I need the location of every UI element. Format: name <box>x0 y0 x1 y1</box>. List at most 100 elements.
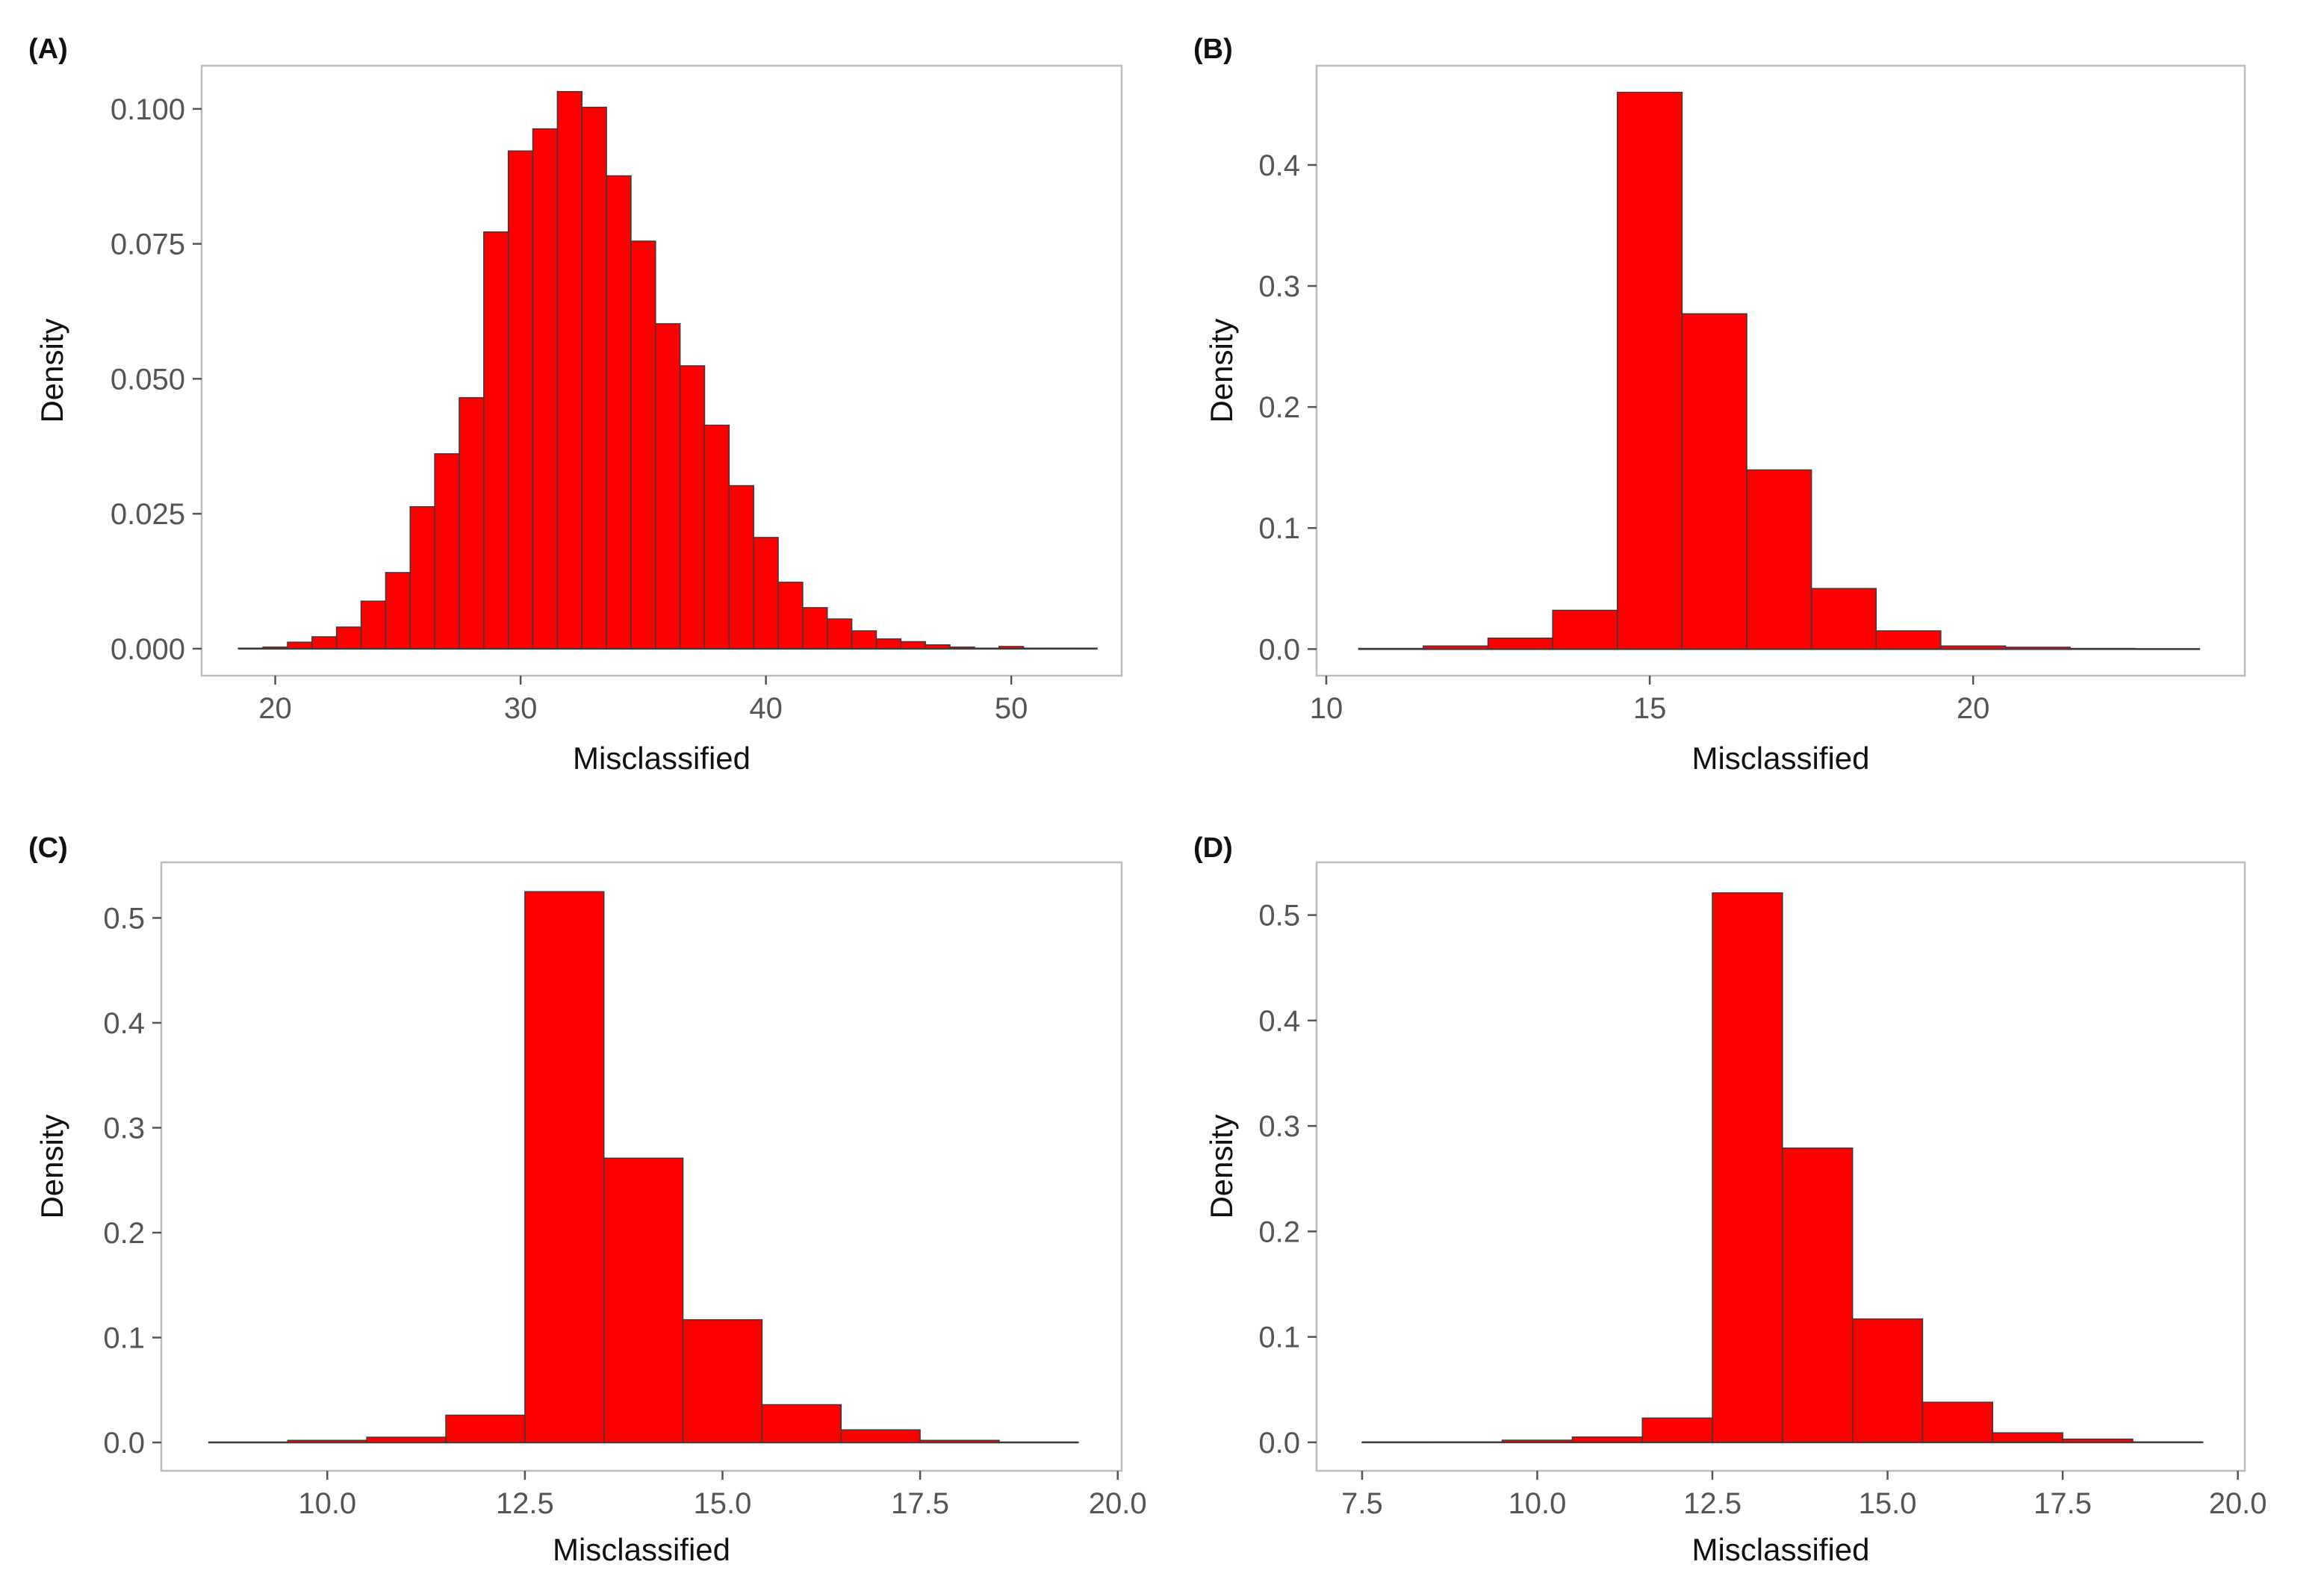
panel-b-bar <box>1617 91 1683 650</box>
panel-a-bar <box>434 453 460 650</box>
panel-d-y-tick-label: 0.5 <box>1258 900 1300 933</box>
panel-c-x-axis-title: Misclassified <box>553 1532 730 1567</box>
panel-d-bar <box>1921 1401 1994 1443</box>
panel-b-y-tick-label: 0.1 <box>1258 512 1300 545</box>
panel-c-y-tick-label: 0.1 <box>103 1322 145 1355</box>
panel-a-y-tick-label: 0.100 <box>111 93 185 126</box>
panel-d-y-tick-label: 0.2 <box>1258 1215 1300 1248</box>
panel-a-bar <box>925 644 951 650</box>
panel-c-bar <box>524 891 605 1443</box>
panel-a-bar <box>802 607 828 650</box>
panel-a-y-tick-label: 0.000 <box>111 633 185 666</box>
panel-c-bar <box>998 1441 1079 1443</box>
panel-b-plot-frame <box>1315 64 2246 677</box>
panel-c-x-tick-label: 12.5 <box>496 1487 554 1520</box>
panel-c-y-tick-label: 0.0 <box>103 1427 145 1460</box>
panel-a-bar <box>753 537 779 650</box>
panel-d-bar <box>1571 1436 1643 1443</box>
panel-d-bar <box>1782 1148 1854 1443</box>
panel-a-y-tick-label: 0.050 <box>111 363 185 396</box>
panel-d-y-tick-label: 0.3 <box>1258 1110 1300 1143</box>
panel-a-bar <box>827 618 853 650</box>
panel-a-bar <box>998 646 1025 650</box>
panel-c-x-tick-label: 10.0 <box>298 1487 356 1520</box>
panel-d-y-axis-title: Density <box>1204 1114 1239 1218</box>
panel-a-y-tick-label: 0.025 <box>111 498 185 531</box>
panel-d-bar <box>1851 1318 1924 1443</box>
panel-a-bar <box>409 505 435 650</box>
panel-b-y-tick-label: 0.4 <box>1258 149 1300 182</box>
panel-d-bar <box>1501 1439 1573 1443</box>
panel-b-bar <box>1423 645 1489 650</box>
panel-a-bar <box>581 106 607 650</box>
panel-a-x-axis-title: Misclassified <box>573 741 751 776</box>
panel-b-bar <box>2004 647 2071 650</box>
panel-a-bar <box>335 626 362 650</box>
panel-b-label: (B) <box>1193 34 1233 65</box>
panel-a-bar <box>1047 647 1074 650</box>
panel-a-plot-frame <box>200 64 1123 677</box>
panel-b-bar <box>1940 645 2007 650</box>
panel-a-bar <box>606 175 632 650</box>
panel-d-bar <box>2062 1438 2134 1443</box>
panel-c-y-axis-title: Density <box>34 1114 69 1218</box>
panel-c-bar <box>840 1429 921 1443</box>
panel-a-bar <box>777 582 804 650</box>
panel-a-bar <box>459 396 485 650</box>
panel-d-x-tick-label: 7.5 <box>1341 1487 1383 1520</box>
panel-b-bar <box>1358 647 1424 650</box>
panel-c-bar <box>445 1414 526 1443</box>
panel-a-x-tick-label: 50 <box>995 692 1028 725</box>
panel-b-bar <box>1681 313 1747 650</box>
panel-a-bar <box>630 240 656 650</box>
panel-b-x-tick-label: 10 <box>1310 692 1343 725</box>
panel-c-y-tick-label: 0.2 <box>103 1217 145 1250</box>
panel-a-bar <box>483 231 509 650</box>
panel-c-bar <box>603 1157 684 1443</box>
panel-c-bar <box>208 1441 289 1443</box>
panel-c-bar <box>366 1436 447 1443</box>
panel-d-x-tick-label: 12.5 <box>1683 1487 1742 1520</box>
panel-a-bar <box>532 128 559 650</box>
panel-a-bar <box>949 646 975 650</box>
panel-b-y-axis-title: Density <box>1204 318 1239 423</box>
panel-c-bar <box>682 1318 763 1443</box>
panel-c-plot-frame <box>160 861 1123 1472</box>
panel-a-x-tick-label: 40 <box>749 692 783 725</box>
panel-b-bar <box>2069 647 2136 650</box>
panel-d-y-tick-label: 0.1 <box>1258 1321 1300 1354</box>
panel-c-label: (C) <box>28 832 68 864</box>
panel-b-bar <box>1746 469 1812 650</box>
panel-c: (C) 10.0 12.5 15.0 17.5 20.0 0.0 0.1 0.2 0.3 0.4 0.… <box>28 832 1147 1567</box>
panel-b: (B) 10 15 20 0.0 0.1 0.2 0.3 0.4 Misclassified Den… <box>1193 34 2246 776</box>
panel-a-bar <box>851 630 877 650</box>
panel-d-x-tick-label: 20.0 <box>2209 1487 2267 1520</box>
panel-c-y-tick-label: 0.5 <box>103 902 145 935</box>
panel-b-x-tick-label: 15 <box>1633 692 1667 725</box>
panel-d-bar <box>1641 1417 1713 1443</box>
panel-a-bar <box>360 600 387 650</box>
panel-d-y-tick-label: 0.0 <box>1258 1427 1300 1460</box>
panel-a-bar <box>556 90 582 650</box>
panel-a: (A) 20 30 40 50 0.000 0.025 0.050 0.075 0.100 Misc… <box>28 34 1123 776</box>
panel-d-label: (D) <box>1193 832 1233 864</box>
panel-c-y-tick-label: 0.3 <box>103 1112 145 1145</box>
panel-d-x-tick-label: 15.0 <box>1859 1487 1917 1520</box>
panel-a-bar <box>703 424 730 650</box>
panel-a-label: (A) <box>28 34 68 65</box>
panel-a-x-tick-label: 30 <box>504 692 538 725</box>
panel-b-x-tick-label: 20 <box>1957 692 1990 725</box>
panel-d-plot-frame <box>1315 861 2246 1472</box>
panel-d-x-axis-title: Misclassified <box>1691 1532 1869 1567</box>
panel-b-bar <box>1875 630 1942 650</box>
panel-c-x-tick-label: 20.0 <box>1089 1487 1147 1520</box>
panel-a-bar <box>655 323 681 650</box>
panel-b-x-axis-title: Misclassified <box>1691 741 1869 776</box>
panel-a-bar <box>900 641 926 650</box>
panel-d-bar <box>1712 892 1783 1443</box>
panel-a-bar <box>679 365 706 650</box>
panel-c-bar <box>287 1439 367 1443</box>
panel-b-bar <box>2134 648 2201 650</box>
panel-a-y-axis-title: Density <box>34 318 69 423</box>
panel-d-x-tick-label: 10.0 <box>1509 1487 1567 1520</box>
